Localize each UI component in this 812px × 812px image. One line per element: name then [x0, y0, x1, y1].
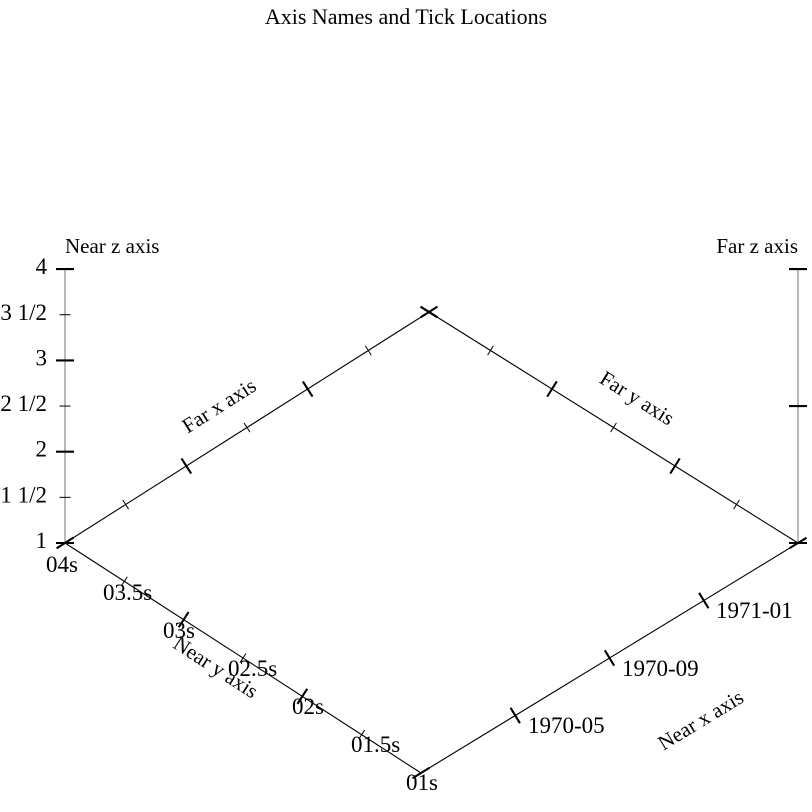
svg-text:1970-05: 1970-05: [528, 713, 605, 738]
svg-text:Near z axis: Near z axis: [65, 234, 159, 258]
svg-text:3: 3: [36, 345, 48, 370]
svg-text:2: 2: [36, 437, 48, 462]
svg-text:02.5s: 02.5s: [228, 656, 277, 681]
svg-text:1: 1: [36, 528, 48, 553]
svg-text:02s: 02s: [292, 694, 324, 719]
svg-text:2 1/2: 2 1/2: [0, 391, 47, 416]
svg-text:Far y axis: Far y axis: [596, 366, 679, 430]
svg-text:1 1/2: 1 1/2: [0, 482, 47, 507]
svg-text:01s: 01s: [406, 770, 438, 795]
svg-text:04s: 04s: [46, 552, 78, 577]
svg-text:01.5s: 01.5s: [351, 732, 400, 757]
svg-text:1970-09: 1970-09: [622, 656, 699, 681]
svg-text:1971-01: 1971-01: [716, 598, 793, 623]
svg-text:Far z axis: Far z axis: [716, 234, 798, 258]
svg-text:Near x axis: Near x axis: [654, 685, 748, 755]
svg-text:3 1/2: 3 1/2: [0, 300, 47, 325]
svg-text:4: 4: [36, 254, 48, 279]
svg-text:03.5s: 03.5s: [103, 580, 152, 605]
svg-text:03s: 03s: [163, 618, 195, 643]
